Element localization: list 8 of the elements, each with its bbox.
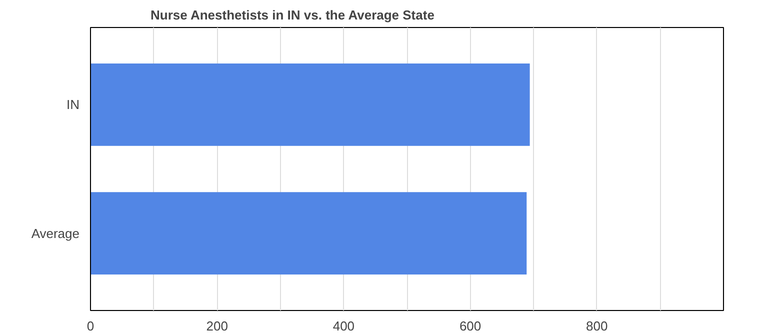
chart-title: Nurse Anesthetists in IN vs. the Average State <box>150 8 434 22</box>
x-tick-label: 400 <box>332 318 355 334</box>
y-tick-label: IN <box>66 97 80 112</box>
x-tick-label: 600 <box>459 318 482 334</box>
x-tick-label: 200 <box>206 318 228 334</box>
y-tick-label: Average <box>31 226 80 241</box>
x-tick-label: 0 <box>86 318 94 334</box>
x-tick-label: 800 <box>586 318 608 334</box>
